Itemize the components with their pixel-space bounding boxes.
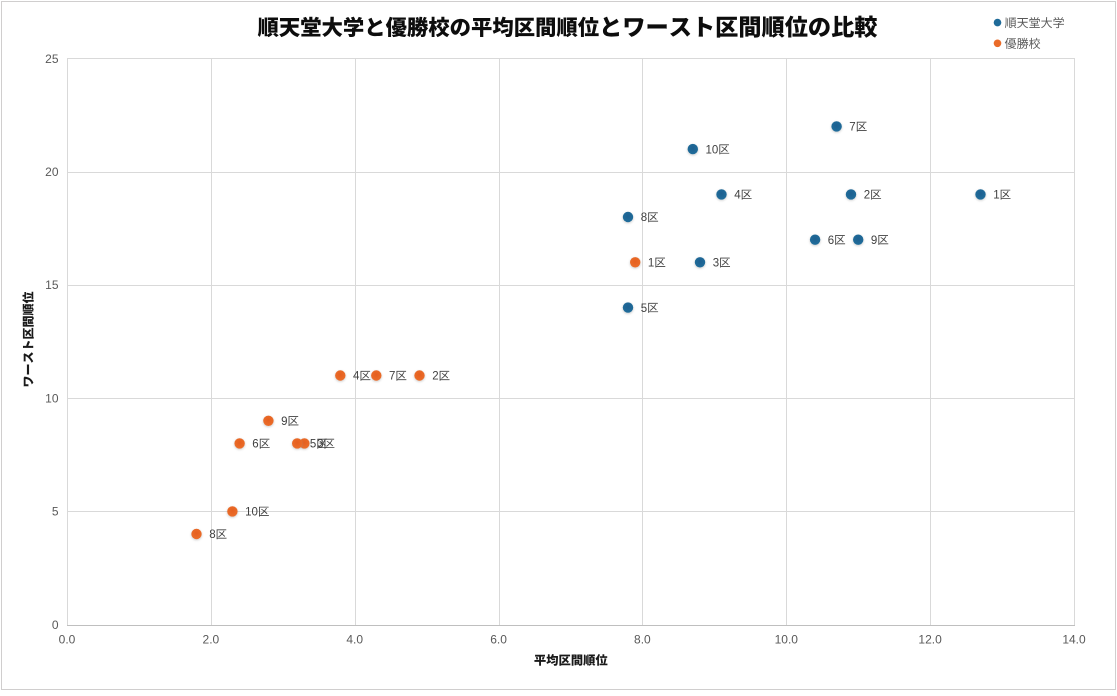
svg-text:25: 25	[45, 52, 59, 66]
svg-text:10: 10	[45, 392, 59, 406]
svg-text:6: 6	[252, 439, 258, 451]
svg-text:5: 5	[641, 303, 647, 315]
svg-text:6: 6	[828, 235, 834, 247]
svg-text:14.0: 14.0	[1062, 633, 1086, 647]
svg-text:4: 4	[353, 371, 360, 383]
svg-text:12.0: 12.0	[918, 633, 942, 647]
svg-text:10.0: 10.0	[775, 633, 799, 647]
svg-text:8: 8	[209, 529, 215, 541]
svg-text:10: 10	[245, 507, 258, 519]
svg-text:3: 3	[317, 439, 323, 451]
svg-text:0: 0	[52, 618, 59, 632]
svg-text:0.0: 0.0	[59, 633, 76, 647]
svg-text:4.0: 4.0	[346, 633, 363, 647]
svg-text:15: 15	[45, 278, 59, 292]
svg-text:5: 5	[310, 439, 316, 451]
svg-text:1: 1	[648, 258, 654, 270]
svg-text:1: 1	[993, 190, 999, 202]
svg-text:7: 7	[389, 371, 395, 383]
svg-text:3: 3	[713, 258, 719, 270]
svg-text:2: 2	[432, 371, 438, 383]
svg-text:8.0: 8.0	[634, 633, 651, 647]
svg-text:8: 8	[641, 212, 647, 224]
svg-text:2: 2	[864, 190, 870, 202]
svg-text:5: 5	[52, 505, 59, 519]
svg-text:7: 7	[849, 122, 855, 134]
svg-text:9: 9	[871, 235, 877, 247]
svg-text:10: 10	[706, 144, 719, 156]
svg-text:2.0: 2.0	[203, 633, 220, 647]
svg-text:6.0: 6.0	[490, 633, 507, 647]
svg-text:4: 4	[734, 190, 741, 202]
svg-text:20: 20	[45, 165, 59, 179]
svg-text:9: 9	[281, 416, 287, 428]
